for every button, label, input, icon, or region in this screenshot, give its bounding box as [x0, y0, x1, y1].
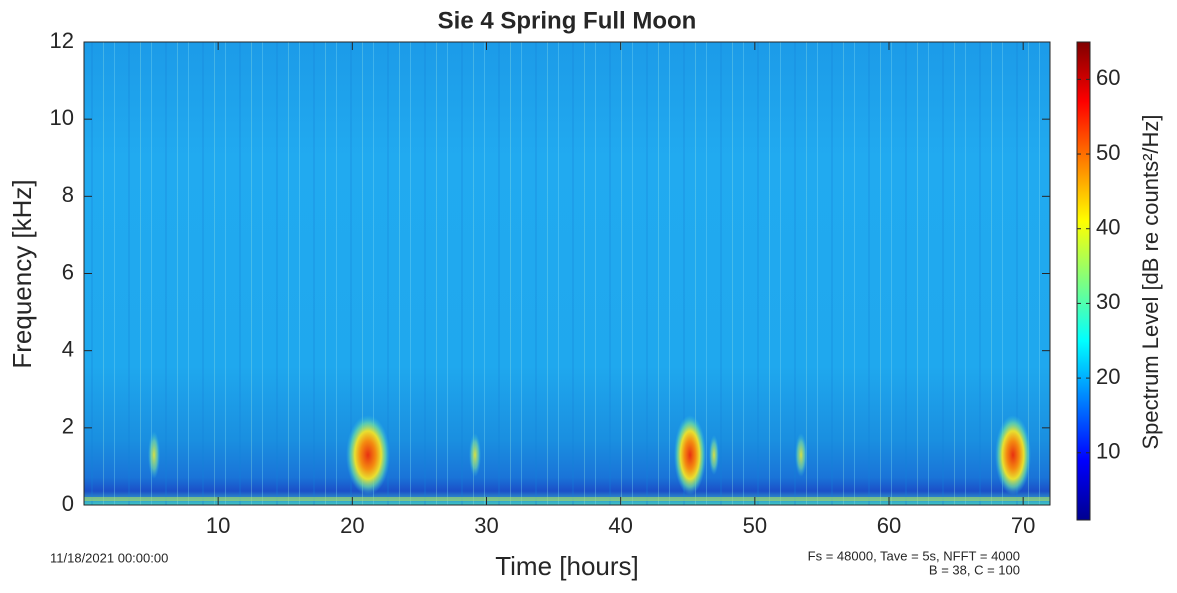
y-tick-label: 6	[62, 259, 74, 284]
y-tick-label: 12	[50, 28, 74, 53]
x-tick-label: 70	[1011, 513, 1035, 538]
y-axis-label: Frequency [kHz]	[7, 179, 37, 368]
colorbar-tick-label: 10	[1096, 439, 1120, 464]
colorbar-tick-label: 30	[1096, 289, 1120, 314]
x-tick-label: 20	[340, 513, 364, 538]
x-tick-label: 40	[608, 513, 632, 538]
colorbar-tick-label: 40	[1096, 215, 1120, 240]
y-tick-label: 2	[62, 414, 74, 439]
annotation: 11/18/2021 00:00:00	[50, 550, 168, 565]
x-axis-label: Time [hours]	[495, 551, 639, 581]
y-tick-label: 10	[50, 105, 74, 130]
colorbar-label: Spectrum Level [dB re counts²/Hz]	[1138, 114, 1163, 449]
annotation: Fs = 48000, Tave = 5s, NFFT = 4000	[808, 548, 1020, 563]
colorbar	[1076, 41, 1091, 521]
y-tick-label: 4	[62, 336, 74, 361]
x-tick-label: 50	[743, 513, 767, 538]
x-tick-label: 10	[206, 513, 230, 538]
x-tick-label: 30	[474, 513, 498, 538]
chart-title: Sie 4 Spring Full Moon	[438, 7, 697, 34]
colorbar-tick-label: 20	[1096, 364, 1120, 389]
y-tick-label: 0	[62, 491, 74, 516]
annotation: B = 38, C = 100	[929, 562, 1020, 577]
spectrogram-image	[84, 42, 1050, 505]
y-tick-label: 8	[62, 182, 74, 207]
x-tick-label: 60	[877, 513, 901, 538]
colorbar-tick-label: 50	[1096, 140, 1120, 165]
colorbar-tick-label: 60	[1096, 65, 1120, 90]
